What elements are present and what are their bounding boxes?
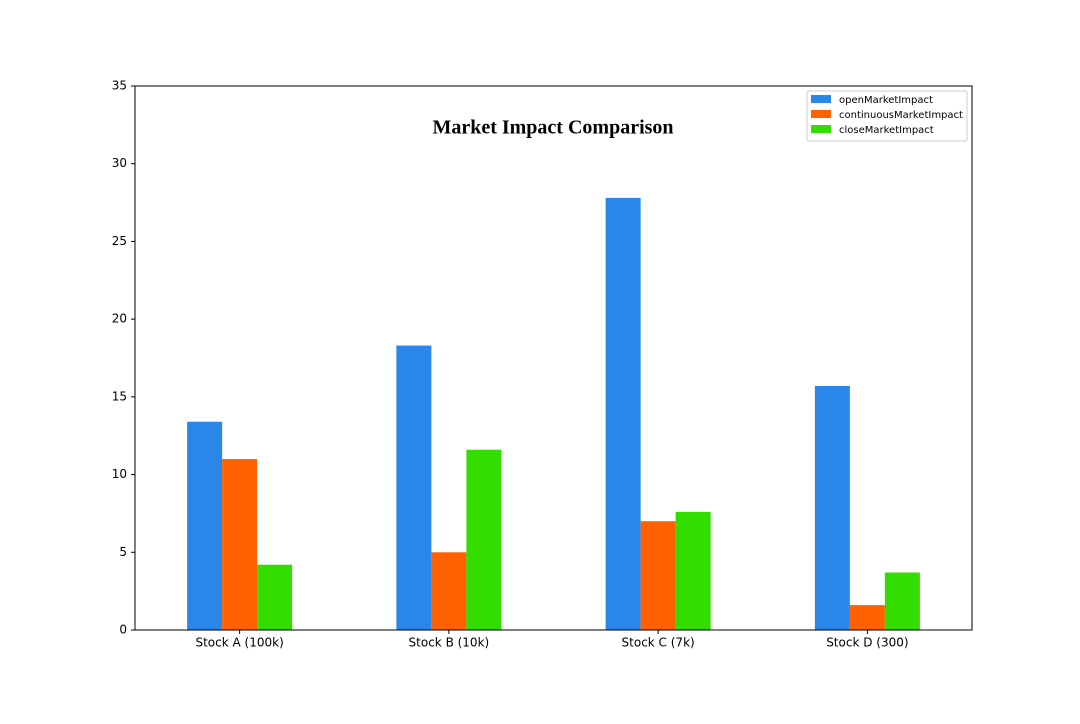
y-tick-label: 25 — [112, 234, 127, 248]
legend-frame — [806, 90, 968, 142]
legend-swatch — [811, 95, 831, 103]
y-tick-label: 20 — [112, 312, 127, 326]
legend-label: openMarketImpact — [839, 95, 933, 106]
bar — [187, 421, 223, 630]
y-tick-label: 0 — [119, 623, 127, 637]
plot-frame — [134, 85, 973, 631]
bar — [396, 345, 432, 630]
bar — [222, 459, 258, 630]
bar — [640, 521, 676, 630]
bar — [605, 197, 641, 630]
legend: openMarketImpact continuousMarketImpact cl… — [806, 90, 968, 142]
x-tick-label: Stock D (300) — [826, 636, 908, 650]
y-tick-label: 35 — [112, 79, 127, 93]
y-tick-label: 10 — [112, 467, 127, 481]
x-tick-label: Stock A (100k) — [195, 636, 283, 650]
y-tick-label: 5 — [119, 545, 127, 559]
x-tick-label: Stock B (10k) — [409, 636, 490, 650]
bar — [257, 564, 293, 630]
x-tick-label: Stock C (7k) — [622, 636, 695, 650]
y-tick-label: 15 — [112, 389, 127, 403]
legend-swatch — [811, 125, 831, 133]
bar — [675, 511, 711, 630]
bar — [431, 552, 467, 630]
bar — [884, 572, 920, 630]
bar — [466, 449, 502, 630]
y-tick-label: 30 — [112, 156, 127, 170]
legend-label: continuousMarketImpact — [839, 110, 963, 121]
legend-label: closeMarketImpact — [839, 125, 934, 136]
legend-swatch — [811, 110, 831, 118]
bar — [849, 605, 885, 630]
chart-title: Market Impact Comparison — [432, 117, 673, 139]
bar — [814, 385, 850, 630]
